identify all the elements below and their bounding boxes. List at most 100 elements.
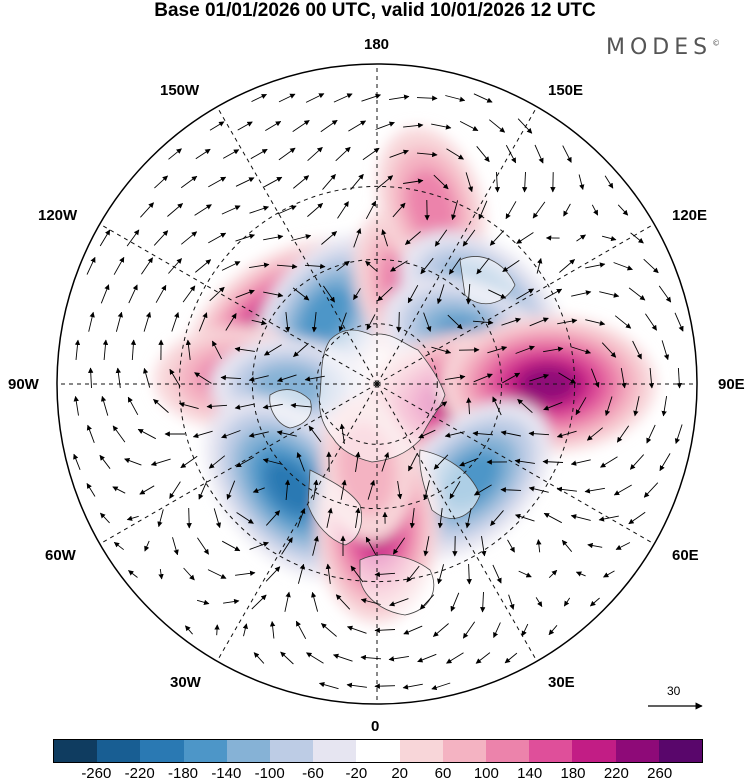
wind-vector	[492, 564, 502, 584]
wind-vector	[158, 568, 164, 580]
wind-vector	[337, 201, 349, 219]
wind-vector	[389, 598, 409, 607]
wind-vector	[514, 513, 535, 522]
colorbar-tick-label: -180	[167, 765, 199, 782]
wind-vector	[445, 95, 466, 102]
wind-vector	[616, 425, 630, 443]
wind-vector	[296, 452, 305, 472]
wind-vector	[154, 175, 168, 189]
wind-vector	[113, 541, 124, 551]
wind-vector	[208, 455, 226, 469]
wind-vector	[172, 537, 179, 556]
wind-vector	[293, 175, 310, 189]
wind-vector	[312, 535, 319, 556]
wind-vector	[557, 318, 578, 325]
colorbar-swatch	[615, 740, 659, 762]
wind-vector	[290, 402, 312, 409]
wind-vector	[501, 317, 522, 326]
wind-vector	[548, 625, 558, 636]
lon-label-180: 180	[364, 36, 390, 53]
wind-vector	[311, 312, 318, 333]
lon-label-30e: 30E	[548, 674, 575, 691]
wind-vector	[221, 205, 241, 215]
wind-vector	[208, 232, 227, 244]
wind-vector	[465, 283, 472, 305]
wind-vector	[536, 257, 543, 274]
wind-vector	[488, 289, 507, 299]
wind-vector	[507, 539, 515, 553]
wind-vector	[115, 311, 123, 332]
wind-vector	[262, 458, 283, 465]
wind-vector	[434, 229, 448, 247]
wind-vector	[113, 256, 125, 275]
wind-vector	[381, 451, 390, 472]
wind-vector	[493, 622, 501, 638]
wind-vector	[604, 396, 613, 417]
wind-vector	[433, 454, 449, 470]
wind-vector	[350, 565, 364, 583]
wind-vector	[167, 203, 184, 217]
wind-vector	[449, 481, 461, 500]
wind-vector	[208, 176, 227, 188]
wind-vector	[374, 571, 396, 578]
wind-vector	[306, 652, 324, 664]
wind-vector	[192, 430, 213, 439]
wind-vector	[365, 536, 377, 556]
lon-label-120w: 120W	[38, 207, 78, 224]
brand-text: MODES	[606, 35, 713, 60]
wind-vector	[492, 396, 502, 416]
wind-vector	[140, 202, 154, 218]
colorbar-tick-label: 180	[560, 765, 586, 782]
wind-vector	[126, 229, 140, 247]
wind-vector	[248, 431, 269, 438]
wind-vector	[168, 148, 182, 160]
wind-vector	[529, 373, 550, 382]
wind-vector	[522, 171, 528, 193]
wind-vector	[213, 508, 222, 529]
wind-vector	[633, 396, 640, 417]
meridian-line	[376, 383, 565, 704]
colorbar-swatch	[270, 740, 314, 762]
lon-label-120e: 120E	[672, 207, 708, 224]
wind-vector	[431, 123, 452, 130]
wind-vector	[473, 484, 492, 496]
colorbar-swatch	[356, 740, 400, 762]
wind-vector	[575, 571, 586, 577]
wind-vector	[236, 512, 254, 524]
wind-vector	[250, 148, 268, 160]
colorbar-swatch	[54, 740, 98, 762]
wind-vector	[126, 515, 139, 521]
wind-vector	[168, 258, 182, 274]
wind-vector	[374, 627, 396, 633]
wind-vector	[502, 260, 520, 272]
wind-vector	[603, 570, 615, 578]
wind-vector	[408, 452, 418, 472]
wind-vector	[234, 346, 255, 352]
wind-vector	[476, 146, 490, 163]
wind-vector	[186, 507, 192, 529]
wind-vector	[517, 398, 533, 414]
wind-vector	[570, 514, 591, 521]
wind-vector	[648, 367, 655, 389]
colorbar-tick-label: -20	[345, 765, 368, 782]
wind-vector	[361, 93, 382, 102]
wind-vector	[570, 459, 591, 466]
lon-label-90e: 90E	[718, 376, 745, 393]
wind-vector	[293, 343, 309, 357]
wind-vector	[494, 171, 501, 193]
wind-vector	[462, 621, 476, 639]
meridian-line	[376, 383, 697, 572]
wind-vector	[222, 149, 240, 159]
wind-vector	[473, 93, 493, 103]
wind-vector	[253, 652, 265, 664]
wind-vector	[284, 312, 291, 333]
colorbar-tick-label: 220	[603, 765, 629, 782]
wind-vector	[366, 314, 376, 331]
wind-vector	[171, 311, 180, 332]
wind-vector	[659, 453, 671, 472]
wind-vector	[584, 487, 605, 494]
wind-vector	[423, 312, 432, 332]
wind-vector	[304, 375, 325, 382]
wind-vector	[112, 425, 126, 443]
wind-vector	[196, 599, 210, 605]
